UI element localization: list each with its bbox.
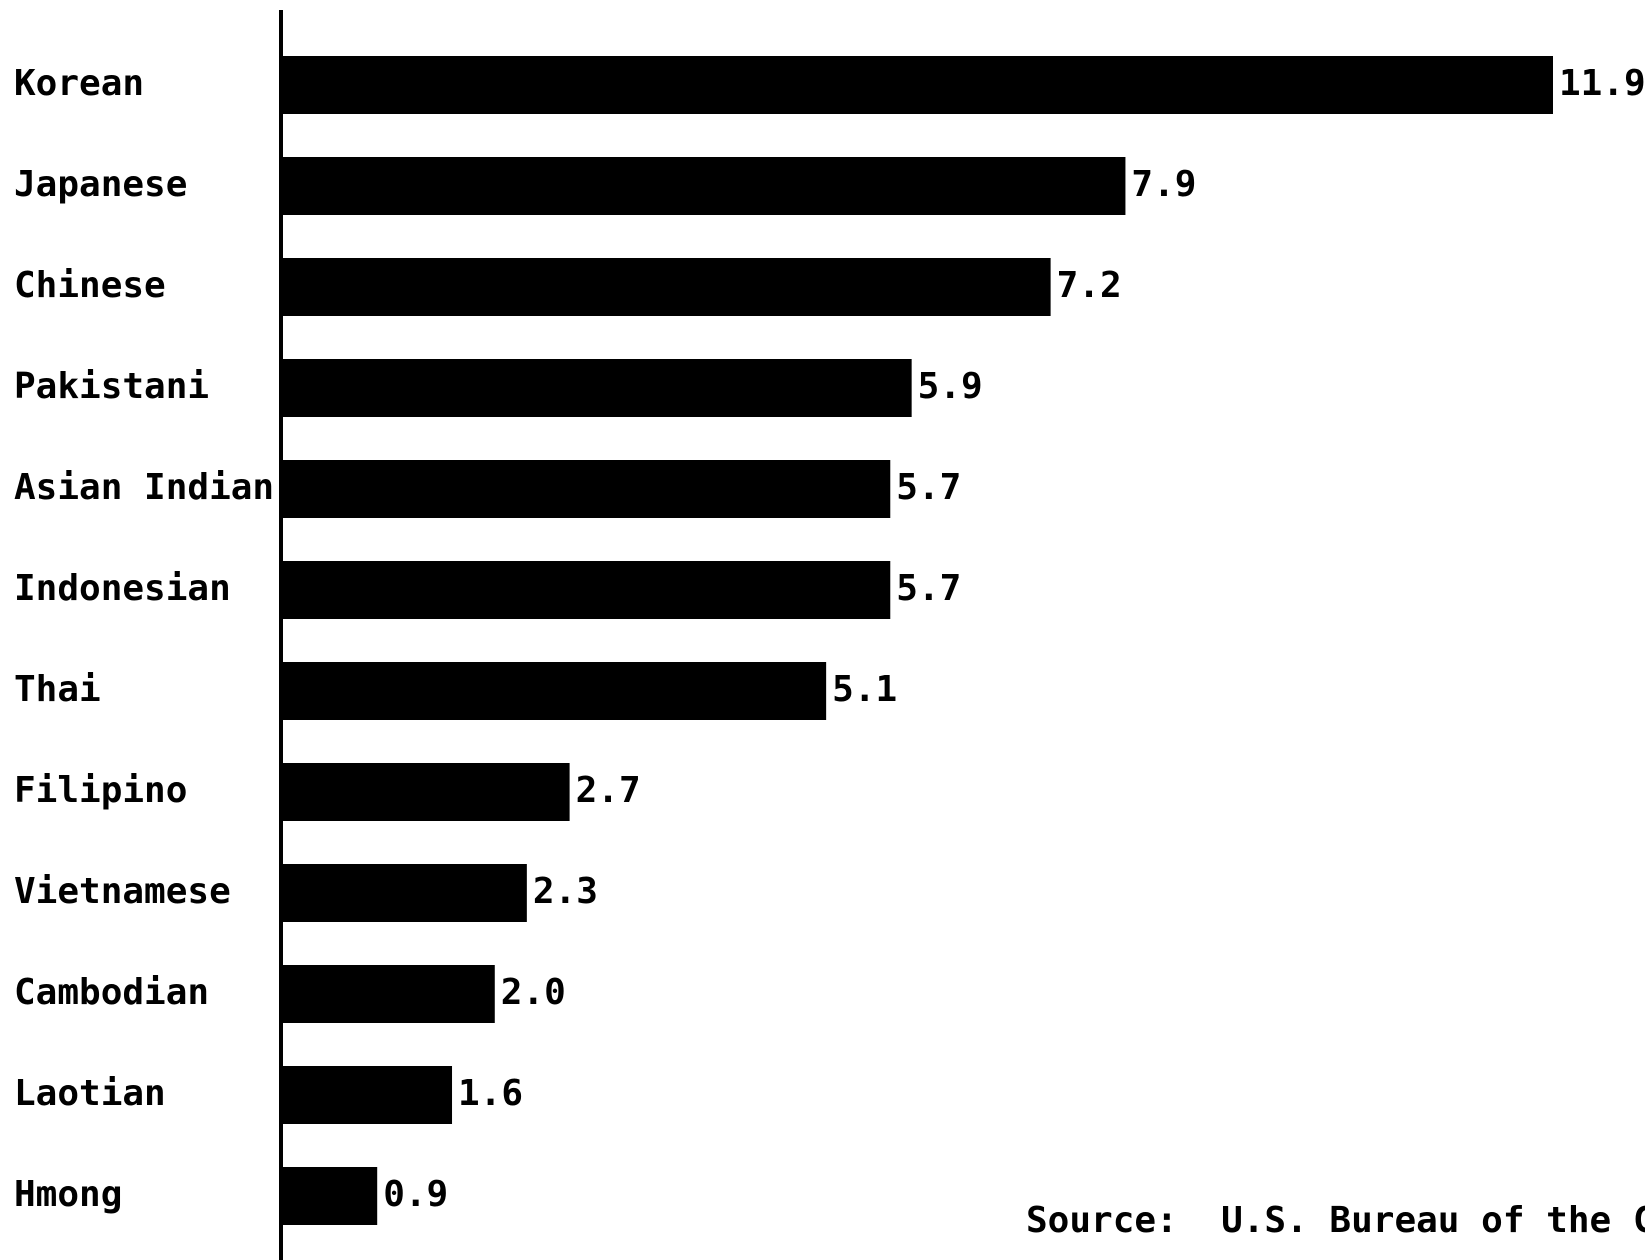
value-label: 1.6 — [458, 1073, 523, 1114]
bar-indonesian — [281, 561, 891, 619]
labels-layer: Korean 11.9 Japanese 7.9 Chinese 7.2 Pakistani… — [14, 63, 1645, 1215]
category-label: Asian Indian — [14, 467, 274, 508]
source-note: Source: U.S. Bureau of the Census — [1026, 1200, 1645, 1241]
bar-laotian — [281, 1066, 453, 1124]
value-label: 2.7 — [576, 770, 641, 811]
category-label: Vietnamese — [14, 871, 231, 912]
bar-asian-indian — [281, 460, 891, 518]
category-label: Indonesian — [14, 568, 231, 609]
bar-pakistani — [281, 359, 912, 417]
category-label: Korean — [14, 63, 144, 104]
value-label: 5.7 — [896, 568, 961, 609]
value-label: 5.1 — [832, 669, 897, 710]
bar-hmong — [281, 1167, 378, 1225]
bar-japanese — [281, 157, 1126, 215]
value-label: 2.0 — [501, 972, 566, 1013]
bar-filipino — [281, 763, 570, 821]
category-label: Cambodian — [14, 972, 209, 1013]
value-label: 2.3 — [533, 871, 598, 912]
value-label: 5.9 — [918, 366, 983, 407]
value-label: 11.9 — [1559, 63, 1645, 104]
category-label: Chinese — [14, 265, 166, 306]
category-label: Pakistani — [14, 366, 209, 407]
category-label: Filipino — [14, 770, 187, 811]
category-label: Japanese — [14, 164, 187, 205]
category-label: Thai — [14, 669, 101, 710]
bar-chinese — [281, 258, 1051, 316]
bar-vietnamese — [281, 864, 527, 922]
category-label: Hmong — [14, 1174, 122, 1215]
bars-layer — [281, 56, 1553, 1225]
bar-cambodian — [281, 965, 495, 1023]
value-label: 0.9 — [383, 1174, 448, 1215]
category-label: Laotian — [14, 1073, 166, 1114]
bar-thai — [281, 662, 827, 720]
bar-korean — [281, 56, 1553, 114]
value-label: 5.7 — [896, 467, 961, 508]
value-label: 7.2 — [1057, 265, 1122, 306]
value-label: 7.9 — [1131, 164, 1196, 205]
